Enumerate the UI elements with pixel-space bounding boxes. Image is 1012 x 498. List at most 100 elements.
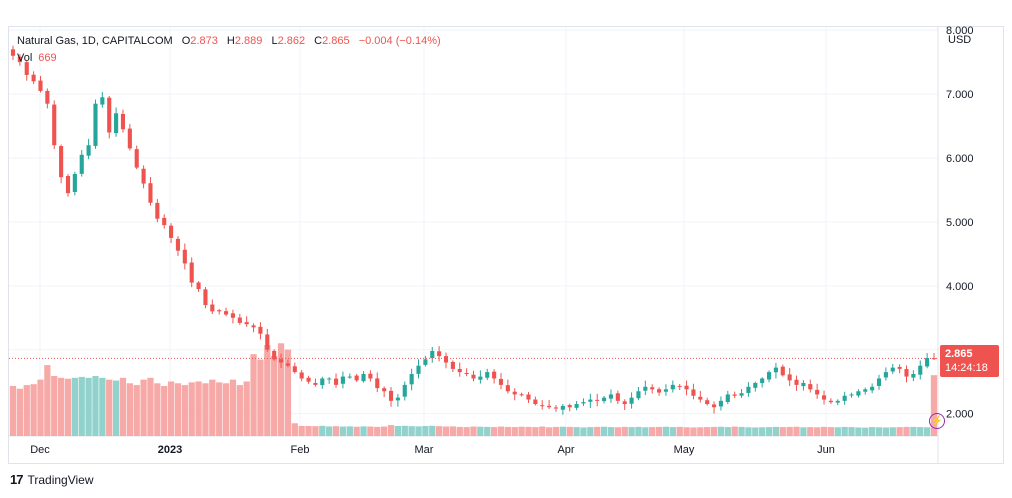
volume-bar <box>580 427 587 436</box>
volume-bar <box>683 427 690 436</box>
candle-body <box>663 389 669 392</box>
volume-bar <box>85 377 92 436</box>
volume-bar <box>587 427 594 436</box>
volume-bar <box>882 427 890 436</box>
candle-body <box>787 374 792 381</box>
candle-body <box>148 183 153 203</box>
volume-bar <box>394 426 402 436</box>
volume-bar <box>504 426 512 436</box>
volume-bar <box>497 426 505 436</box>
candle-body <box>794 379 799 385</box>
candle-body <box>72 173 77 192</box>
volume-bar <box>518 426 525 436</box>
y-tick-label: 8.000 <box>946 25 974 37</box>
x-tick-label: Mar <box>415 444 434 456</box>
volume-bar <box>353 426 360 436</box>
volume-bar <box>862 427 869 436</box>
volume-bar <box>662 426 670 436</box>
currency-label[interactable]: USD <box>948 34 972 46</box>
volume-bar <box>745 427 752 436</box>
candle-body <box>100 97 105 105</box>
volume-bar <box>628 427 635 436</box>
volume-bar <box>154 383 161 436</box>
volume-bar <box>614 427 621 436</box>
candle-body <box>203 289 208 305</box>
volume-bar <box>16 388 24 436</box>
open-value: 2.873 <box>190 35 218 47</box>
candle-body <box>272 350 277 360</box>
candle-body <box>856 391 861 396</box>
candle-body <box>581 402 586 404</box>
y-tick-label: 5.000 <box>946 217 974 229</box>
candle-body <box>258 326 263 334</box>
volume-bar <box>545 427 553 436</box>
y-tick-label: 7.000 <box>946 89 974 101</box>
candle-body <box>299 372 304 379</box>
volume-value: 669 <box>38 52 57 64</box>
high-value: 2.889 <box>234 35 263 47</box>
candle-body <box>361 374 366 382</box>
volume-bar <box>277 343 285 436</box>
symbol-label: Natural Gas, 1D, CAPITALCOM <box>17 35 173 47</box>
volume-bar <box>676 426 683 436</box>
candle-body <box>622 401 627 405</box>
volume-bar <box>848 427 855 436</box>
candle-body <box>608 394 614 399</box>
volume-bar <box>188 382 195 436</box>
candle-body <box>114 113 119 134</box>
candle-body <box>127 128 132 149</box>
candle-body <box>409 374 414 385</box>
volume-bar <box>463 427 470 436</box>
candle-body <box>746 386 751 393</box>
candle-body <box>333 378 339 385</box>
candle-body <box>773 367 778 373</box>
candle-body <box>368 373 373 379</box>
candle-body <box>402 384 407 397</box>
volume-bar <box>704 427 711 436</box>
candle-body <box>547 405 552 408</box>
volume-bar <box>814 427 821 436</box>
candle-body <box>870 386 875 391</box>
candle-body <box>17 56 22 63</box>
volume-bar <box>305 426 312 436</box>
candle-body <box>388 390 394 401</box>
candle-body <box>711 404 717 408</box>
y-tick-label: 2.000 <box>946 409 974 421</box>
volume-bar <box>291 423 298 436</box>
volume-bar <box>408 426 415 436</box>
candle-body <box>175 238 181 251</box>
candle-body <box>230 313 236 318</box>
volume-bar <box>319 425 326 436</box>
volume-bar <box>271 356 278 436</box>
candle-body <box>705 400 710 405</box>
volume-bar <box>855 427 862 436</box>
candle-body <box>492 371 497 379</box>
volume-bar <box>889 427 896 436</box>
volume-bar <box>772 426 780 436</box>
volume-bar <box>181 385 188 436</box>
candle-body <box>615 393 620 401</box>
candle-body <box>31 74 36 82</box>
candle-body <box>93 103 98 146</box>
candle-body <box>526 394 531 400</box>
candle-body <box>883 372 888 378</box>
volume-bar <box>387 425 395 436</box>
volume-bar <box>236 385 243 436</box>
tradingview-logo[interactable]: 17 TradingView <box>10 472 94 487</box>
lightning-icon[interactable]: ⚡ <box>929 413 945 429</box>
candle-body <box>863 389 868 392</box>
volume-bar <box>490 427 498 436</box>
candle-body <box>24 62 29 75</box>
volume-bar <box>841 426 848 436</box>
candle-body <box>244 322 249 325</box>
candle-body <box>567 405 572 408</box>
volume-bar <box>759 427 766 436</box>
candle-body <box>739 393 744 396</box>
candle-body <box>155 202 160 219</box>
volume-bar <box>731 426 738 436</box>
candle-body <box>808 384 813 390</box>
volume-bar <box>525 426 532 436</box>
volume-bar <box>649 427 656 436</box>
volume-bar <box>717 426 725 436</box>
